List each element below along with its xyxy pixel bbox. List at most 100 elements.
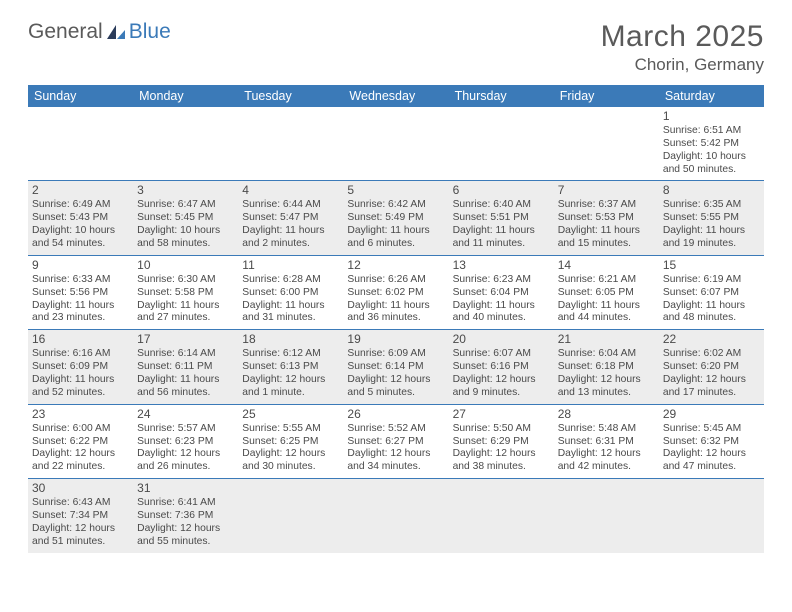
day-number: 12 — [347, 258, 444, 273]
logo: General Blue — [28, 20, 171, 44]
calendar-day: 1Sunrise: 6:51 AMSunset: 5:42 PMDaylight… — [659, 107, 764, 181]
sunrise-line: Sunrise: 6:43 AM — [32, 497, 129, 510]
calendar-day: 22Sunrise: 6:02 AMSunset: 6:20 PMDayligh… — [659, 330, 764, 404]
daylight-line: Daylight: 11 hours — [558, 225, 655, 238]
day-number: 9 — [32, 258, 129, 273]
logo-text-general: General — [28, 20, 103, 44]
calendar-day: 12Sunrise: 6:26 AMSunset: 6:02 PMDayligh… — [343, 255, 448, 329]
calendar-empty — [343, 479, 448, 553]
day-number: 30 — [32, 481, 129, 496]
daylight-line: Daylight: 12 hours — [347, 448, 444, 461]
daylight-line: Daylight: 11 hours — [242, 225, 339, 238]
daylight-line: and 51 minutes. — [32, 536, 129, 549]
daylight-line: Daylight: 10 hours — [663, 151, 760, 164]
sunrise-line: Sunrise: 5:55 AM — [242, 423, 339, 436]
calendar-empty — [238, 479, 343, 553]
day-number: 19 — [347, 332, 444, 347]
sunrise-line: Sunrise: 6:16 AM — [32, 348, 129, 361]
calendar-day: 7Sunrise: 6:37 AMSunset: 5:53 PMDaylight… — [554, 181, 659, 255]
sunset-line: Sunset: 6:02 PM — [347, 287, 444, 300]
sunset-line: Sunset: 6:05 PM — [558, 287, 655, 300]
daylight-line: Daylight: 12 hours — [137, 448, 234, 461]
calendar-day: 21Sunrise: 6:04 AMSunset: 6:18 PMDayligh… — [554, 330, 659, 404]
sunset-line: Sunset: 5:53 PM — [558, 212, 655, 225]
sunrise-line: Sunrise: 6:04 AM — [558, 348, 655, 361]
sunrise-line: Sunrise: 5:50 AM — [453, 423, 550, 436]
daylight-line: and 27 minutes. — [137, 312, 234, 325]
daylight-line: and 23 minutes. — [32, 312, 129, 325]
sunset-line: Sunset: 5:58 PM — [137, 287, 234, 300]
sunrise-line: Sunrise: 6:00 AM — [32, 423, 129, 436]
sunrise-line: Sunrise: 6:40 AM — [453, 199, 550, 212]
daylight-line: Daylight: 11 hours — [32, 374, 129, 387]
calendar-empty — [133, 107, 238, 181]
daylight-line: and 19 minutes. — [663, 238, 760, 251]
calendar-empty — [449, 107, 554, 181]
calendar-week: 1Sunrise: 6:51 AMSunset: 5:42 PMDaylight… — [28, 107, 764, 181]
day-number: 22 — [663, 332, 760, 347]
calendar-week: 23Sunrise: 6:00 AMSunset: 6:22 PMDayligh… — [28, 404, 764, 478]
sunset-line: Sunset: 6:00 PM — [242, 287, 339, 300]
sunrise-line: Sunrise: 6:47 AM — [137, 199, 234, 212]
sunset-line: Sunset: 6:04 PM — [453, 287, 550, 300]
daylight-line: Daylight: 11 hours — [558, 300, 655, 313]
logo-text-blue: Blue — [129, 20, 171, 44]
day-number: 20 — [453, 332, 550, 347]
sunset-line: Sunset: 6:32 PM — [663, 436, 760, 449]
calendar-day: 17Sunrise: 6:14 AMSunset: 6:11 PMDayligh… — [133, 330, 238, 404]
sunrise-line: Sunrise: 6:23 AM — [453, 274, 550, 287]
sunset-line: Sunset: 5:51 PM — [453, 212, 550, 225]
sunrise-line: Sunrise: 6:51 AM — [663, 125, 760, 138]
daylight-line: and 9 minutes. — [453, 387, 550, 400]
daylight-line: and 55 minutes. — [137, 536, 234, 549]
title-block: March 2025 Chorin, Germany — [601, 20, 764, 75]
calendar-day: 30Sunrise: 6:43 AMSunset: 7:34 PMDayligh… — [28, 479, 133, 553]
day-number: 10 — [137, 258, 234, 273]
calendar-day: 15Sunrise: 6:19 AMSunset: 6:07 PMDayligh… — [659, 255, 764, 329]
day-number: 14 — [558, 258, 655, 273]
daylight-line: Daylight: 11 hours — [347, 225, 444, 238]
daylight-line: and 1 minute. — [242, 387, 339, 400]
day-number: 23 — [32, 407, 129, 422]
day-number: 5 — [347, 183, 444, 198]
day-header: Monday — [133, 85, 238, 107]
sunrise-line: Sunrise: 6:41 AM — [137, 497, 234, 510]
month-title: March 2025 — [601, 20, 764, 54]
sunset-line: Sunset: 6:31 PM — [558, 436, 655, 449]
calendar-empty — [449, 479, 554, 553]
sunrise-line: Sunrise: 6:30 AM — [137, 274, 234, 287]
calendar-week: 9Sunrise: 6:33 AMSunset: 5:56 PMDaylight… — [28, 255, 764, 329]
sunset-line: Sunset: 6:20 PM — [663, 361, 760, 374]
sunset-line: Sunset: 6:18 PM — [558, 361, 655, 374]
calendar-day: 24Sunrise: 5:57 AMSunset: 6:23 PMDayligh… — [133, 404, 238, 478]
daylight-line: and 6 minutes. — [347, 238, 444, 251]
day-number: 15 — [663, 258, 760, 273]
daylight-line: and 50 minutes. — [663, 164, 760, 177]
daylight-line: and 34 minutes. — [347, 461, 444, 474]
location-label: Chorin, Germany — [601, 55, 764, 75]
sunrise-line: Sunrise: 6:42 AM — [347, 199, 444, 212]
daylight-line: Daylight: 11 hours — [663, 300, 760, 313]
daylight-line: and 56 minutes. — [137, 387, 234, 400]
sunset-line: Sunset: 5:43 PM — [32, 212, 129, 225]
daylight-line: Daylight: 11 hours — [242, 300, 339, 313]
day-number: 7 — [558, 183, 655, 198]
day-number: 8 — [663, 183, 760, 198]
calendar-day: 20Sunrise: 6:07 AMSunset: 6:16 PMDayligh… — [449, 330, 554, 404]
daylight-line: Daylight: 12 hours — [242, 448, 339, 461]
calendar-page: General Blue March 2025 Chorin, Germany … — [0, 0, 792, 573]
day-number: 29 — [663, 407, 760, 422]
daylight-line: Daylight: 11 hours — [663, 225, 760, 238]
daylight-line: and 48 minutes. — [663, 312, 760, 325]
calendar-day: 18Sunrise: 6:12 AMSunset: 6:13 PMDayligh… — [238, 330, 343, 404]
calendar-day: 19Sunrise: 6:09 AMSunset: 6:14 PMDayligh… — [343, 330, 448, 404]
day-number: 31 — [137, 481, 234, 496]
sunrise-line: Sunrise: 6:33 AM — [32, 274, 129, 287]
sunset-line: Sunset: 6:16 PM — [453, 361, 550, 374]
daylight-line: Daylight: 11 hours — [137, 374, 234, 387]
calendar-empty — [238, 107, 343, 181]
logo-sail-icon — [105, 23, 127, 41]
daylight-line: Daylight: 12 hours — [663, 374, 760, 387]
calendar-day: 6Sunrise: 6:40 AMSunset: 5:51 PMDaylight… — [449, 181, 554, 255]
sunset-line: Sunset: 6:13 PM — [242, 361, 339, 374]
